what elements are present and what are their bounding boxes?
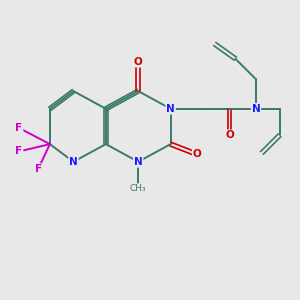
Text: O: O [134,57,142,67]
Text: N: N [252,104,260,114]
Text: O: O [225,130,234,140]
Text: N: N [69,157,78,167]
Text: N: N [166,104,175,114]
Text: N: N [134,157,142,167]
Text: F: F [15,146,22,157]
Text: O: O [193,149,202,159]
Text: CH₃: CH₃ [130,184,146,193]
Text: F: F [34,164,42,174]
Text: F: F [15,123,22,133]
